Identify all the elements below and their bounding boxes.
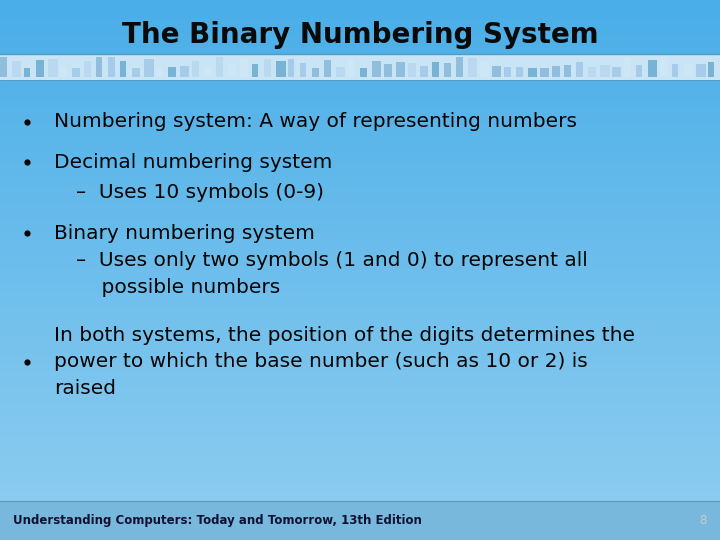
Bar xyxy=(180,66,189,77)
Text: Decimal numbering system: Decimal numbering system xyxy=(54,152,333,172)
Bar xyxy=(168,67,176,77)
Bar xyxy=(216,57,222,77)
Text: In both systems, the position of the digits determines the
power to which the ba: In both systems, the position of the dig… xyxy=(54,326,635,398)
Bar xyxy=(300,63,306,77)
Bar xyxy=(156,65,162,77)
Bar xyxy=(60,66,66,77)
Bar xyxy=(492,66,501,77)
Bar xyxy=(708,62,714,77)
Bar xyxy=(504,67,511,77)
Bar xyxy=(528,68,536,77)
Bar xyxy=(636,65,642,77)
Bar xyxy=(132,68,140,77)
Bar xyxy=(240,57,248,77)
Bar xyxy=(660,57,668,77)
Bar xyxy=(432,62,439,77)
Bar xyxy=(108,57,115,77)
Text: Numbering system: A way of representing numbers: Numbering system: A way of representing … xyxy=(54,112,577,131)
Bar xyxy=(312,68,319,77)
Text: Binary numbering system: Binary numbering system xyxy=(54,224,315,243)
Text: Understanding Computers: Today and Tomorrow, 13th Edition: Understanding Computers: Today and Tomor… xyxy=(13,514,422,527)
Bar xyxy=(252,64,258,77)
Text: –  Uses only two symbols (1 and 0) to represent all
    possible numbers: – Uses only two symbols (1 and 0) to rep… xyxy=(76,251,588,296)
Bar xyxy=(0,501,720,540)
Bar xyxy=(612,66,621,77)
Bar xyxy=(0,54,720,80)
Bar xyxy=(648,60,657,77)
Bar xyxy=(96,57,102,77)
Bar xyxy=(204,66,212,77)
Bar xyxy=(672,64,678,77)
Bar xyxy=(408,63,416,77)
Text: The Binary Numbering System: The Binary Numbering System xyxy=(122,21,598,49)
Bar xyxy=(288,59,294,77)
Bar xyxy=(576,62,583,77)
Bar xyxy=(564,65,571,77)
Text: –  Uses 10 symbols (0-9): – Uses 10 symbols (0-9) xyxy=(76,183,323,202)
Bar xyxy=(276,61,286,77)
Bar xyxy=(336,68,345,77)
Bar xyxy=(348,58,354,77)
Bar xyxy=(540,68,549,77)
Bar xyxy=(360,68,367,77)
Bar xyxy=(696,64,706,77)
Bar xyxy=(72,68,81,77)
Bar xyxy=(144,59,154,77)
Bar xyxy=(384,64,392,77)
Bar xyxy=(420,66,428,77)
Bar xyxy=(324,60,330,77)
Bar xyxy=(624,57,631,77)
Bar xyxy=(120,61,126,77)
Bar xyxy=(444,64,451,77)
Bar xyxy=(372,61,381,77)
Bar xyxy=(480,61,490,77)
Bar xyxy=(456,57,463,77)
Bar xyxy=(36,60,45,77)
Bar xyxy=(600,65,610,77)
Text: 8: 8 xyxy=(700,514,707,527)
Bar xyxy=(228,64,235,77)
Bar xyxy=(192,60,199,77)
Bar xyxy=(48,58,58,77)
Bar xyxy=(588,68,595,77)
Bar xyxy=(264,58,271,77)
Bar xyxy=(468,58,477,77)
Bar xyxy=(84,61,91,77)
Bar xyxy=(516,67,523,77)
Bar xyxy=(684,64,693,77)
Bar xyxy=(552,66,559,77)
Bar xyxy=(24,68,30,77)
Bar xyxy=(396,62,405,77)
Bar xyxy=(12,62,21,77)
Bar xyxy=(0,57,7,77)
